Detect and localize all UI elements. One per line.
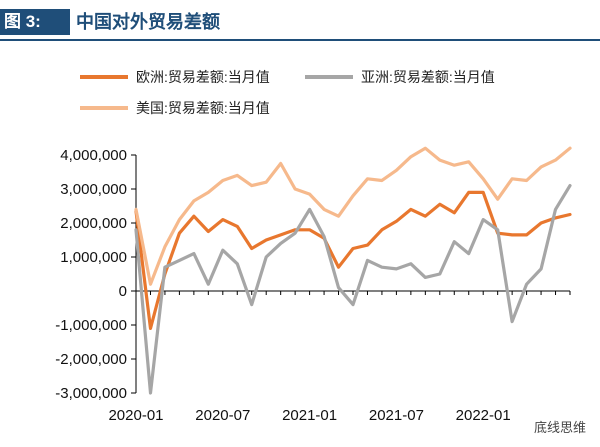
watermark: 底线思维 [529, 416, 590, 437]
y-tick-label: 0 [119, 283, 127, 300]
series-line-1 [134, 190, 572, 330]
y-tick-label: -1,000,000 [55, 317, 127, 334]
legend-label: 欧洲:贸易差额:当月值 [136, 69, 270, 85]
series-line-2 [134, 184, 572, 395]
y-tick-label: 3,000,000 [60, 181, 127, 198]
x-tick-label: 2022-01 [456, 407, 511, 424]
legend-label: 亚洲:贸易差额:当月值 [361, 69, 495, 85]
x-tick-label: 2021-07 [369, 407, 424, 424]
y-tick-label: -2,000,000 [55, 351, 127, 368]
figure-header: 图 3: 中国对外贸易差额 [0, 0, 600, 44]
y-tick-label: -3,000,000 [55, 385, 127, 402]
series-line-3 [134, 146, 572, 286]
figure-title: 中国对外贸易差额 [76, 12, 220, 32]
y-tick-label: 4,000,000 [60, 147, 127, 164]
x-tick-label: 2020-07 [195, 407, 250, 424]
y-tick-label: 2,000,000 [60, 215, 127, 232]
y-tick-label: 1,000,000 [60, 249, 127, 266]
legend-label: 美国:贸易差额:当月值 [136, 100, 270, 116]
x-tick-label: 2020-01 [108, 407, 163, 424]
x-tick-label: 2021-01 [282, 407, 337, 424]
header-divider [0, 39, 600, 41]
figure-label: 图 3: [0, 9, 70, 35]
